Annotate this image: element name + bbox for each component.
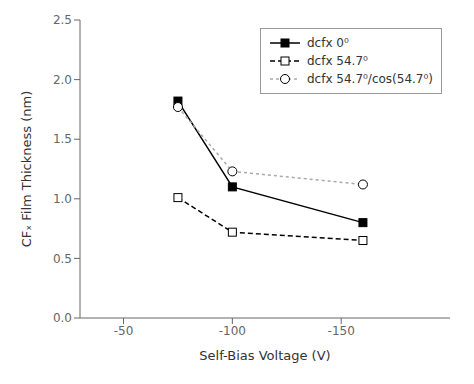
svg-text:0.5: 0.5 — [53, 252, 72, 266]
html-text:dcfx 0⁰: dcfx 0⁰ — [307, 36, 349, 50]
html-text:dcfx 54.7⁰: dcfx 54.7⁰ — [307, 54, 368, 68]
svg-text:0.0: 0.0 — [53, 311, 72, 325]
html-text:dcfx 54.7⁰/cos(54.7⁰): dcfx 54.7⁰/cos(54.7⁰) — [307, 72, 433, 86]
svg-text:CFₓ Film Thickness (nm): CFₓ Film Thickness (nm) — [19, 91, 34, 247]
svg-text:Self-Bias Voltage (V): Self-Bias Voltage (V) — [199, 348, 330, 363]
svg-text:1.0: 1.0 — [53, 192, 72, 206]
svg-text:-150: -150 — [328, 324, 355, 338]
svg-text:-100: -100 — [219, 324, 246, 338]
svg-text:-50: -50 — [114, 324, 134, 338]
svg-text:2.5: 2.5 — [53, 13, 72, 27]
svg-text:1.5: 1.5 — [53, 132, 72, 146]
svg-text:2.0: 2.0 — [53, 73, 72, 87]
